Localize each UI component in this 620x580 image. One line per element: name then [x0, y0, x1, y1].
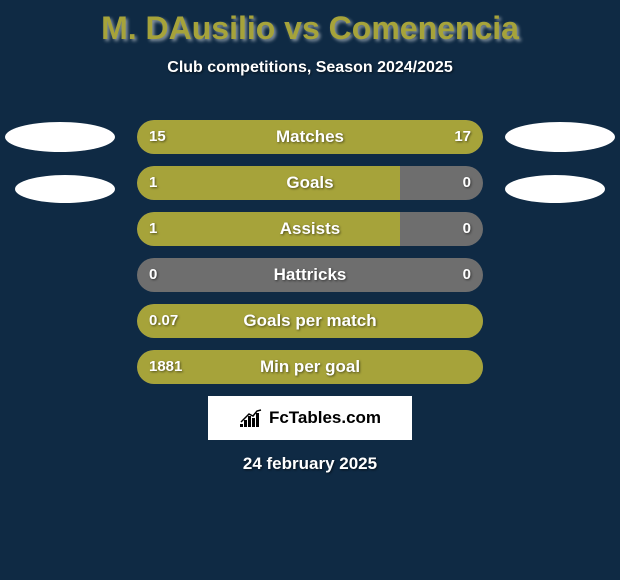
stat-right-value: 0: [463, 258, 471, 292]
player2-photo-placeholder-2: [505, 175, 605, 203]
player2-photo-placeholder-1: [505, 122, 615, 152]
stat-label: Matches: [137, 120, 483, 154]
stat-row: Min per goal1881: [137, 350, 483, 384]
stat-right-value: 0: [463, 166, 471, 200]
player1-name: M. DAusilio: [101, 10, 275, 46]
stat-label: Assists: [137, 212, 483, 246]
stat-label: Goals: [137, 166, 483, 200]
stat-row: Matches15 17: [137, 120, 483, 154]
stat-row: Assists1 0: [137, 212, 483, 246]
stat-left-value: 0: [149, 258, 157, 292]
stat-left-value: 1881: [149, 350, 182, 384]
stat-right-value: 0: [463, 212, 471, 246]
player2-name: Comenencia: [329, 10, 519, 46]
brand-logo-icon: [239, 408, 265, 428]
comparison-infographic: M. DAusilio vs Comenencia Club competiti…: [0, 0, 620, 580]
comparison-bars: Matches1517Goals10Assists10Hattricks00Go…: [137, 120, 483, 396]
stat-left-value: 0.07: [149, 304, 178, 338]
player1-photo-placeholder-2: [15, 175, 115, 203]
vs-separator: vs: [275, 10, 328, 46]
stat-label: Hattricks: [137, 258, 483, 292]
stat-row: Goals per match0.07: [137, 304, 483, 338]
brand-text: FcTables.com: [269, 408, 381, 428]
stat-left-value: 1: [149, 212, 157, 246]
page-title: M. DAusilio vs Comenencia: [0, 0, 620, 47]
stat-row: Hattricks0 0: [137, 258, 483, 292]
brand-badge: FcTables.com: [208, 396, 412, 440]
subtitle: Club competitions, Season 2024/2025: [0, 59, 620, 77]
player1-photo-placeholder-1: [5, 122, 115, 152]
date-text: 24 february 2025: [0, 454, 620, 474]
stat-label: Min per goal: [137, 350, 483, 384]
stat-right-value: 17: [454, 120, 471, 154]
stat-left-value: 15: [149, 120, 166, 154]
stat-label: Goals per match: [137, 304, 483, 338]
stat-left-value: 1: [149, 166, 157, 200]
stat-row: Goals1 0: [137, 166, 483, 200]
